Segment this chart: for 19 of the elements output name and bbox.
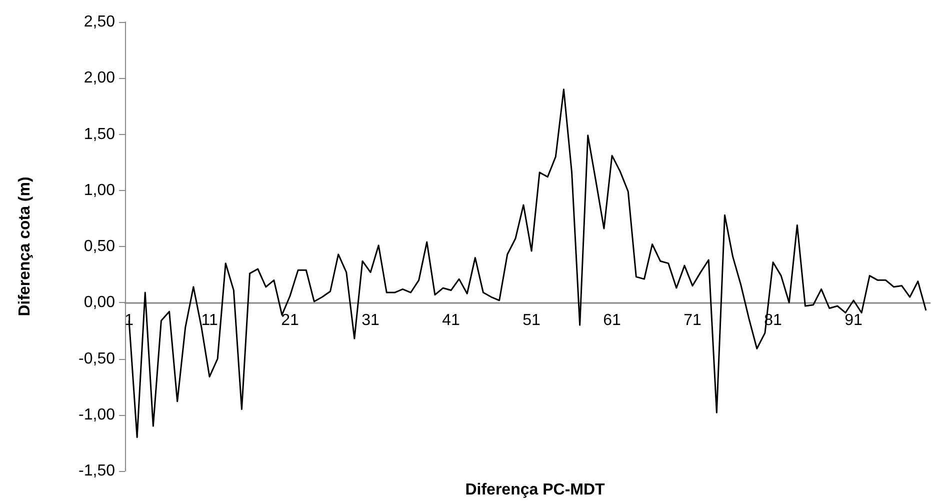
- y-tick-label: -1,50: [78, 462, 116, 480]
- x-tick-label: 71: [684, 312, 702, 330]
- x-tick-label: 51: [522, 312, 541, 330]
- y-tick-label: -0,50: [78, 350, 116, 368]
- y-tick-label: -1,00: [78, 406, 116, 424]
- x-tick-label: 61: [603, 312, 622, 330]
- y-axis-title: Diferença cota (m): [16, 176, 34, 316]
- x-tick-label: 21: [281, 312, 300, 330]
- x-axis-title: Diferença PC-MDT: [465, 482, 606, 498]
- x-tick-label: 11: [201, 312, 218, 330]
- x-tick-label: 31: [362, 312, 380, 330]
- y-tick-label: 0,00: [84, 294, 116, 312]
- y-tick-label: 0,50: [84, 238, 116, 255]
- y-tick-label: 1,00: [84, 182, 116, 199]
- y-tick-label: 2,50: [84, 14, 116, 30]
- x-tick-label: 41: [442, 312, 460, 330]
- x-tick-label: 91: [844, 312, 863, 330]
- y-tick-label: 1,50: [84, 126, 116, 143]
- y-tick-label: 2,00: [84, 70, 116, 87]
